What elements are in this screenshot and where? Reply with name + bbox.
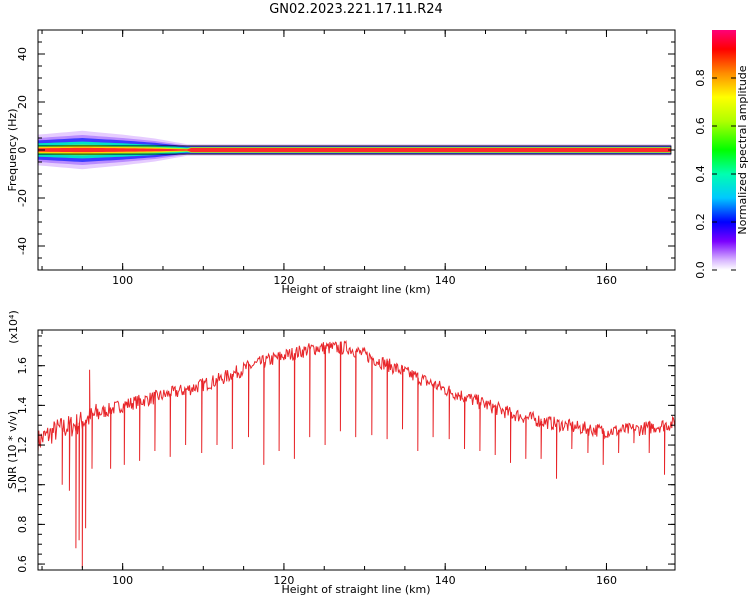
spectrogram-xtick-label: 140 (435, 274, 456, 287)
spectrogram-ticks: 100 120 140 160 -40 -20 0 20 40 (16, 29, 675, 287)
snr-xtick-label: 160 (596, 574, 617, 587)
snr-xlabel: Height of straight line (km) (281, 583, 430, 596)
spectrogram-ytick-label: 20 (16, 95, 29, 109)
snr-frame (37, 329, 676, 571)
snr-ytick-label: 1.6 (16, 357, 29, 375)
snr-series-line (38, 340, 675, 569)
snr-xtick-label: 100 (112, 574, 133, 587)
colorbar-tick-label: 0.8 (694, 69, 707, 87)
snr-ytick-label: 1.4 (16, 397, 29, 415)
colorbar-tick-label: 0.6 (694, 117, 707, 135)
spectrogram-band (38, 130, 672, 170)
snr-ytick-label: 1.2 (16, 436, 29, 454)
chart-title: GN02.2023.221.17.11.R24 (269, 2, 443, 17)
spectrogram-panel: 100 120 140 160 -40 -20 0 20 40 Height of straig… (6, 29, 676, 296)
snr-xtick-label: 120 (273, 574, 294, 587)
colorbar-ticks: 0.0 0.2 0.4 0.6 0.8 (694, 69, 736, 279)
colorbar-tick-label: 0.0 (694, 261, 707, 279)
spectrogram-ytick-label: 0 (16, 147, 29, 154)
spectrogram-contour (38, 147, 671, 153)
colorbar-tick-label: 0.2 (694, 213, 707, 231)
snr-ytick-label: 0.8 (16, 516, 29, 534)
colorbar-gradient (712, 30, 736, 270)
spectrogram-xtick-label: 120 (273, 274, 294, 287)
spectrogram-xlabel: Height of straight line (km) (281, 283, 430, 296)
snr-panel: 100 120 140 160 0.6 0.8 1.0 1.2 1.4 1.6 Height of… (6, 310, 676, 596)
snr-ytick-label: 1.0 (16, 476, 29, 494)
snr-ytick-label: 0.6 (16, 555, 29, 573)
snr-ylabel: SNR (10 * v/v) (6, 411, 19, 489)
spectrogram-ytick-label: -40 (16, 237, 29, 255)
spectrogram-ytick-label: -20 (16, 189, 29, 207)
spectrogram-ytick-label: 40 (16, 47, 29, 61)
snr-ticks: 100 120 140 160 0.6 0.8 1.0 1.2 1.4 1.6 (16, 330, 675, 587)
spectrogram-ylabel: Frequency (Hz) (6, 109, 19, 192)
spectrogram-xtick-label: 100 (112, 274, 133, 287)
colorbar-label: Normalized spectral amplitude (736, 65, 749, 234)
spectrogram-xtick-label: 160 (596, 274, 617, 287)
snr-multiplier: (x10⁴) (7, 310, 20, 344)
snr-xtick-label: 140 (435, 574, 456, 587)
colorbar: 0.0 0.2 0.4 0.6 0.8 Normalized spectral ampl… (694, 30, 749, 279)
colorbar-tick-label: 0.4 (694, 165, 707, 183)
